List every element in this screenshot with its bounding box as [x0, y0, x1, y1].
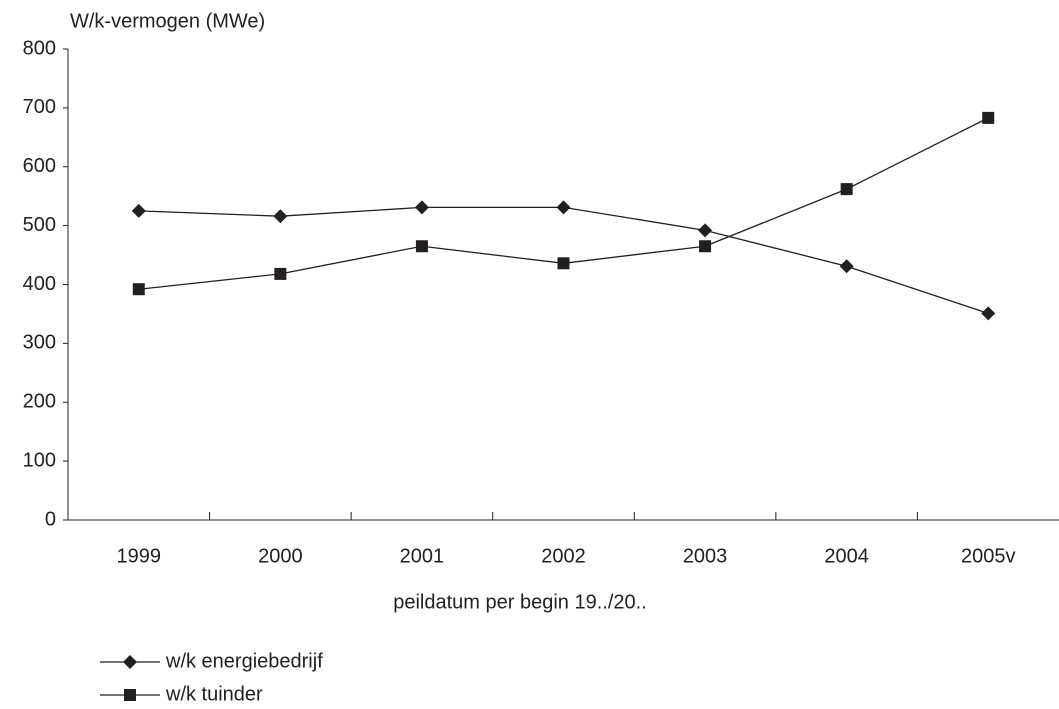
x-tick-label: 2004 — [824, 545, 869, 567]
y-tick-label: 100 — [23, 449, 56, 471]
y-tick-label: 300 — [23, 332, 56, 354]
y-tick-label: 200 — [23, 391, 56, 413]
x-tick-label: 2001 — [400, 545, 445, 567]
y-tick-label: 500 — [23, 214, 56, 236]
data-point — [131, 203, 146, 218]
x-tick-label: 2003 — [683, 545, 728, 567]
legend-label: w/k tuinder — [165, 683, 263, 705]
data-point — [699, 240, 712, 253]
data-point — [273, 209, 288, 224]
legend-marker — [124, 689, 136, 701]
data-point — [981, 306, 996, 321]
y-tick-label: 0 — [45, 508, 56, 530]
y-tick-label: 800 — [23, 37, 56, 59]
x-axis-label: peildatum per begin 19../20.. — [393, 591, 647, 613]
y-axis-label: W/k-vermogen (MWe) — [70, 10, 265, 32]
data-point — [274, 267, 287, 280]
x-tick-label: 1999 — [117, 545, 162, 567]
data-point — [982, 111, 995, 124]
data-point — [557, 257, 570, 270]
y-tick-label: 700 — [23, 96, 56, 118]
legend-label: w/k energiebedrijf — [165, 650, 323, 672]
legend-marker — [123, 655, 137, 669]
y-tick-label: 600 — [23, 155, 56, 177]
data-point — [414, 200, 429, 215]
data-point — [698, 223, 713, 238]
y-tick-label: 400 — [23, 273, 56, 295]
x-tick-label: 2002 — [541, 545, 586, 567]
data-point — [132, 283, 145, 296]
x-tick-label: 2000 — [258, 545, 303, 567]
data-point — [839, 259, 854, 274]
data-point — [840, 183, 853, 196]
x-tick-label: 2005v — [961, 545, 1016, 567]
data-point — [556, 200, 571, 215]
data-point — [415, 240, 428, 253]
